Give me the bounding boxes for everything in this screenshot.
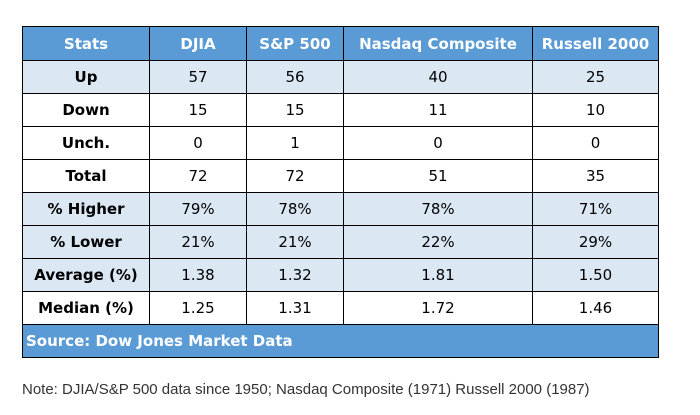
table-header-row: Stats DJIA S&P 500 Nasdaq Composite Russ… [22,26,659,61]
table-cell: 1.25 [149,291,247,325]
table-cell: 1.46 [532,291,659,325]
footnote: Note: DJIA/S&P 500 data since 1950; Nasd… [22,381,590,398]
table-row: Down 15 15 11 10 [22,93,659,127]
table-cell: 1 [246,126,344,160]
table-cell: 79% [149,192,247,226]
table-row: Median (%) 1.25 1.31 1.72 1.46 [22,291,659,325]
row-label: Unch. [22,126,150,160]
header-stats: Stats [22,26,150,61]
table-row: % Lower 21% 21% 22% 29% [22,225,659,259]
source-text: Source: Dow Jones Market Data [22,324,659,358]
table-cell: 1.31 [246,291,344,325]
table-cell: 21% [149,225,247,259]
table-row: Average (%) 1.38 1.32 1.81 1.50 [22,258,659,292]
table-cell: 78% [343,192,533,226]
table-cell: 72 [246,159,344,193]
row-label: % Lower [22,225,150,259]
table-cell: 29% [532,225,659,259]
row-label: Total [22,159,150,193]
table-cell: 0 [343,126,533,160]
table-cell: 15 [149,93,247,127]
header-russell: Russell 2000 [532,26,659,61]
table-cell: 1.50 [532,258,659,292]
row-label: Median (%) [22,291,150,325]
table-cell: 72 [149,159,247,193]
table-cell: 1.38 [149,258,247,292]
header-sp500: S&P 500 [246,26,344,61]
table-cell: 71% [532,192,659,226]
table-row: Unch. 0 1 0 0 [22,126,659,160]
table-cell: 0 [149,126,247,160]
table-cell: 25 [532,60,659,94]
table-cell: 78% [246,192,344,226]
table-cell: 11 [343,93,533,127]
table-cell: 15 [246,93,344,127]
table-cell: 10 [532,93,659,127]
source-row: Source: Dow Jones Market Data [22,324,659,358]
table-cell: 21% [246,225,344,259]
table-cell: 56 [246,60,344,94]
header-djia: DJIA [149,26,247,61]
header-nasdaq: Nasdaq Composite [343,26,533,61]
table-cell: 57 [149,60,247,94]
table-cell: 0 [532,126,659,160]
table-row: Up 57 56 40 25 [22,60,659,94]
table-cell: 35 [532,159,659,193]
table-cell: 1.81 [343,258,533,292]
row-label: Down [22,93,150,127]
table-cell: 51 [343,159,533,193]
row-label: Up [22,60,150,94]
table-row: Total 72 72 51 35 [22,159,659,193]
row-label: Average (%) [22,258,150,292]
table-cell: 40 [343,60,533,94]
row-label: % Higher [22,192,150,226]
table-cell: 22% [343,225,533,259]
table-cell: 1.72 [343,291,533,325]
stats-table: Stats DJIA S&P 500 Nasdaq Composite Russ… [22,26,659,358]
table-cell: 1.32 [246,258,344,292]
table-row: % Higher 79% 78% 78% 71% [22,192,659,226]
